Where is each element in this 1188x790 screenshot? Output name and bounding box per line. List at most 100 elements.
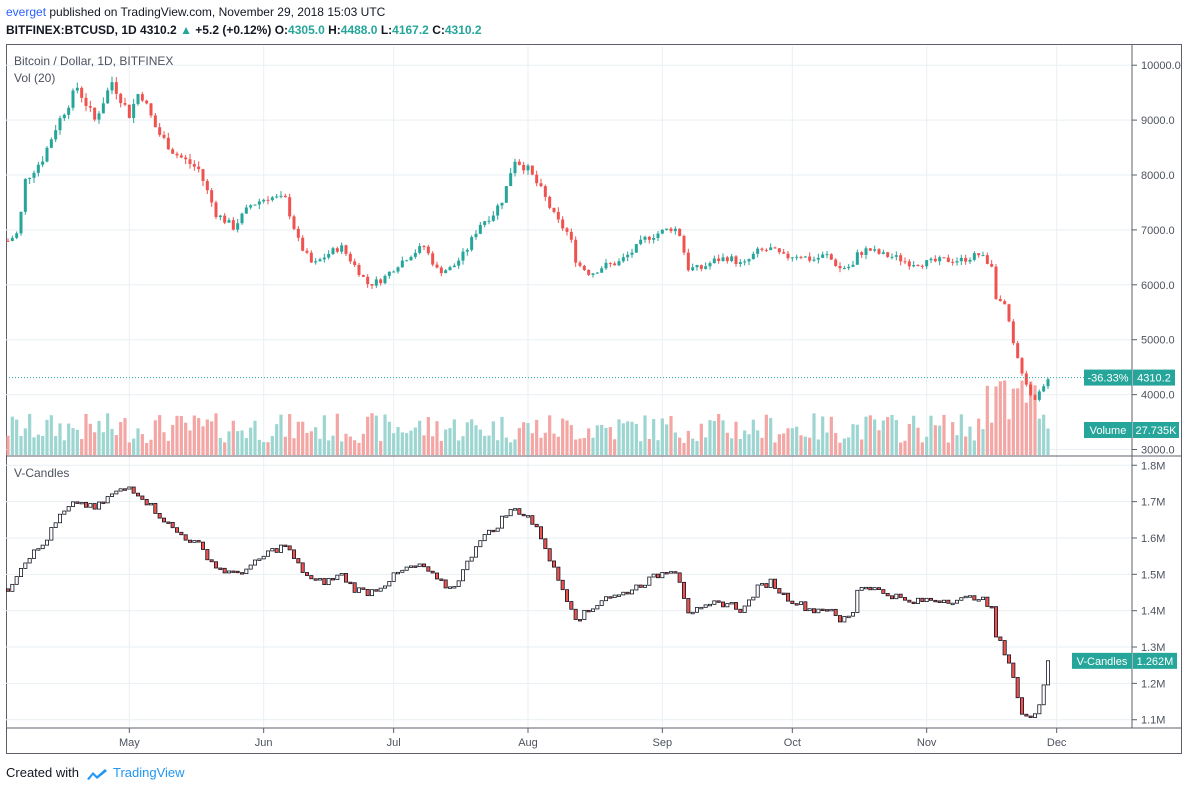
v-candle-body bbox=[23, 562, 28, 569]
candle-body bbox=[708, 263, 712, 267]
volume-bar bbox=[951, 422, 955, 455]
candle-body bbox=[279, 195, 283, 197]
candle-body bbox=[41, 161, 45, 165]
volume-bar bbox=[1033, 385, 1037, 455]
volume-bar bbox=[790, 428, 794, 455]
candle-body bbox=[985, 255, 989, 264]
volume-bar bbox=[500, 416, 504, 455]
price-axis[interactable]: 10000.0 9000.0 8000.0 7000.0 6000.0 5000.0 400… bbox=[1132, 60, 1181, 457]
time-tick-label: Dec bbox=[1047, 737, 1067, 749]
v-candle-body bbox=[378, 587, 383, 592]
volume-bar bbox=[114, 435, 118, 455]
time-tick-label: Aug bbox=[518, 737, 538, 749]
volume-bar bbox=[985, 385, 989, 455]
candle-body bbox=[344, 245, 348, 254]
v-candle-body bbox=[296, 558, 301, 564]
volume-bar bbox=[32, 437, 36, 455]
volume-bar bbox=[855, 424, 859, 455]
candle-body bbox=[392, 271, 396, 273]
v-candle-body bbox=[196, 540, 201, 543]
v-candle-body bbox=[408, 565, 413, 568]
volume-bar bbox=[101, 432, 105, 455]
candle-body bbox=[873, 249, 877, 251]
volume-bar bbox=[881, 420, 885, 455]
time-axis[interactable]: May Jun Jul Aug Sep Oct Nov Dec bbox=[119, 728, 1067, 749]
v-candle-body bbox=[734, 602, 739, 610]
v-candle-body bbox=[517, 508, 522, 515]
price-tick-label: 4000.0 bbox=[1141, 390, 1175, 402]
candle-body bbox=[266, 199, 270, 201]
candle-body bbox=[535, 174, 539, 184]
candle-body bbox=[197, 166, 201, 170]
symbol-name: BITFINEX:BTCUSD, 1D bbox=[6, 23, 137, 37]
price-change-badge: -36.33% bbox=[1088, 373, 1129, 385]
candle-body bbox=[782, 252, 786, 254]
volume-bar bbox=[231, 420, 235, 455]
v-candle-body bbox=[348, 581, 353, 585]
candle-body bbox=[574, 239, 578, 263]
v-candle-body bbox=[708, 603, 713, 607]
v-candle-body bbox=[1041, 684, 1046, 706]
volume-bar bbox=[756, 430, 760, 455]
v-candle-body bbox=[452, 586, 457, 589]
volume-bar bbox=[249, 427, 253, 455]
v-candles-axis[interactable]: 1.8M 1.7M 1.6M 1.5M 1.4M 1.3M 1.2M 1.1M bbox=[1132, 460, 1165, 727]
v-candle-body bbox=[309, 575, 314, 580]
volume-bar bbox=[218, 437, 222, 455]
v-candle-body bbox=[885, 593, 890, 597]
v-candle-body bbox=[673, 571, 678, 574]
volume-bar bbox=[370, 413, 374, 455]
candle-body bbox=[959, 257, 963, 262]
v-candle-body bbox=[343, 573, 348, 583]
candle-body bbox=[604, 262, 608, 269]
volume-bar bbox=[968, 426, 972, 455]
v-candle-body bbox=[630, 589, 635, 595]
candle-body bbox=[210, 190, 214, 203]
volume-bar bbox=[920, 442, 924, 455]
volume-bar bbox=[925, 436, 929, 455]
volume-bar bbox=[413, 427, 417, 455]
candle-body bbox=[665, 228, 669, 230]
chart-title: Bitcoin / Dollar, 1D, BITFINEX bbox=[14, 54, 173, 68]
candle-body bbox=[431, 253, 435, 265]
volume-bar bbox=[1042, 414, 1046, 455]
candle-body bbox=[972, 253, 976, 260]
author-link[interactable]: everget bbox=[6, 5, 47, 19]
created-with-text: Created with bbox=[6, 765, 79, 780]
candle-body bbox=[132, 103, 136, 118]
v-candle-body bbox=[794, 603, 799, 606]
v-candle-body bbox=[820, 608, 825, 612]
v-candle-body bbox=[421, 563, 426, 568]
candle-body bbox=[84, 97, 88, 106]
volume-bar bbox=[470, 419, 474, 455]
volume-bar bbox=[565, 420, 569, 455]
publish-info: everget published on TradingView.com, No… bbox=[6, 5, 385, 19]
v-candle-body bbox=[209, 559, 214, 563]
volume-bar bbox=[314, 427, 318, 455]
chart-frame[interactable] bbox=[6, 44, 1182, 754]
v-candle-body bbox=[1033, 713, 1038, 718]
candle-body bbox=[686, 252, 690, 271]
v-candle-body bbox=[539, 526, 544, 540]
volume-bar bbox=[67, 423, 71, 455]
tradingview-brand-link[interactable]: TradingView bbox=[112, 765, 185, 780]
v-candle-body bbox=[690, 611, 695, 615]
v-candle-body bbox=[552, 560, 557, 568]
v-candle-body bbox=[1011, 662, 1016, 678]
v-candle-body bbox=[265, 550, 270, 557]
candle-body bbox=[812, 259, 816, 261]
volume-bar bbox=[522, 422, 526, 455]
volume-bar bbox=[162, 432, 166, 455]
volume-bar bbox=[829, 416, 833, 455]
candle-body bbox=[795, 256, 799, 258]
price-tick-label: 3000.0 bbox=[1141, 445, 1175, 457]
candle-body bbox=[448, 267, 452, 271]
v-candle-body bbox=[777, 588, 782, 594]
candle-body bbox=[444, 270, 448, 274]
candle-body bbox=[647, 236, 651, 240]
candle-body bbox=[808, 256, 812, 261]
candle-body bbox=[578, 262, 582, 266]
candle-body bbox=[990, 263, 994, 267]
candle-body bbox=[608, 262, 612, 264]
